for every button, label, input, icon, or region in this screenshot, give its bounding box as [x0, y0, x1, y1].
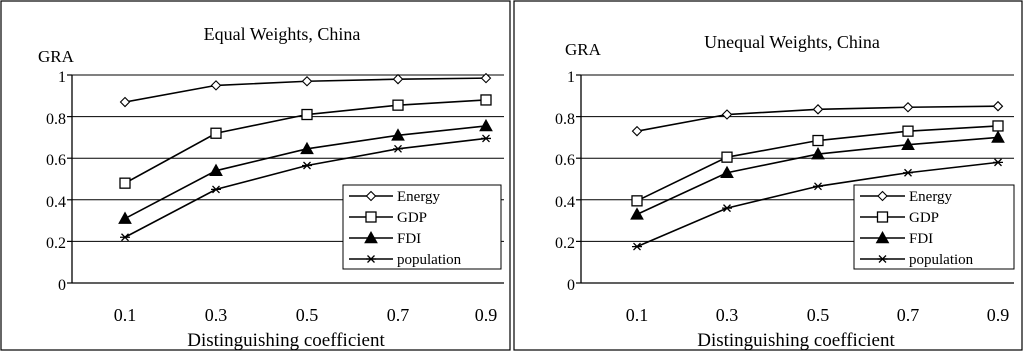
- y-tick-label: 0: [567, 277, 575, 294]
- data-point-population: [813, 182, 823, 191]
- data-point-fdi: [391, 128, 405, 141]
- x-tick-label: 0.9: [475, 305, 498, 325]
- y-tick-label: 0: [58, 277, 66, 294]
- legend-label: FDI: [397, 231, 421, 247]
- chart-panel-frame: [513, 0, 1023, 351]
- data-point-gdp: [992, 120, 1004, 132]
- data-point-population: [481, 134, 491, 143]
- y-tick-label: 0.8: [555, 111, 575, 128]
- data-point-population: [632, 242, 642, 251]
- legend-swatch-marker: [365, 211, 377, 223]
- y-axis-label: GRA: [565, 40, 602, 59]
- y-tick-label: 0.2: [555, 235, 575, 252]
- y-axis-label: GRA: [38, 47, 75, 66]
- data-point-energy: [392, 73, 404, 85]
- data-point-fdi: [901, 137, 915, 150]
- data-point-fdi: [209, 163, 223, 176]
- chart-title: Unequal Weights, China: [704, 32, 880, 52]
- data-point-energy: [721, 109, 733, 120]
- y-axis-tick-labels: 0 0.2 0.4 0.6 0.8 1: [555, 69, 575, 294]
- legend-swatch-marker: [877, 255, 888, 263]
- legend-label: GDP: [909, 210, 939, 226]
- y-tick-label: 0.4: [46, 194, 66, 211]
- data-point-gdp: [812, 134, 824, 147]
- x-tick-label: 0.1: [626, 305, 649, 325]
- data-point-fdi: [479, 118, 493, 132]
- data-point-gdp: [631, 195, 643, 207]
- data-point-fdi: [300, 141, 314, 155]
- legend: Energy GDP FDI population: [342, 184, 502, 270]
- chart-title: Equal Weights, China: [204, 24, 361, 44]
- x-tick-label: 0.3: [205, 305, 228, 325]
- data-point-gdp: [902, 125, 914, 137]
- data-point-fdi: [991, 130, 1005, 143]
- legend: Energy GDP FDI population: [853, 184, 1015, 270]
- x-tick-label: 0.7: [387, 305, 410, 325]
- data-point-energy: [480, 72, 492, 84]
- chart-equal-weights: Equal Weights, China GRA Distinguishing …: [38, 24, 504, 351]
- data-point-gdp: [480, 94, 492, 106]
- x-tick-label: 0.5: [296, 305, 319, 325]
- y-tick-label: 0.8: [46, 111, 66, 128]
- x-tick-label: 0.7: [897, 305, 920, 325]
- data-point-gdp: [301, 108, 313, 121]
- x-tick-label: 0.9: [987, 305, 1010, 325]
- data-point-fdi: [118, 211, 132, 224]
- data-point-fdi: [630, 207, 644, 220]
- data-point-energy: [301, 75, 313, 87]
- data-point-population: [903, 168, 913, 177]
- y-tick-label: 0.2: [46, 235, 66, 252]
- legend-swatch-marker: [875, 230, 890, 244]
- data-point-energy: [812, 104, 824, 115]
- x-tick-label: 0.3: [716, 305, 739, 325]
- x-axis-label: Distinguishing coefficient: [187, 330, 385, 351]
- legend-label: population: [909, 252, 974, 268]
- legend-swatch-marker: [877, 190, 888, 202]
- data-point-energy: [902, 101, 914, 113]
- legend-swatch-marker: [364, 230, 378, 244]
- data-point-population: [302, 161, 312, 170]
- data-point-population: [211, 185, 221, 194]
- legend-label: FDI: [909, 231, 933, 247]
- legend-swatch-marker: [366, 255, 376, 263]
- y-tick-label: 0.6: [555, 152, 575, 169]
- data-point-gdp: [210, 127, 222, 139]
- x-axis-tick-labels: 0.1 0.3 0.5 0.7 0.9: [114, 305, 498, 325]
- y-tick-label: 1: [58, 69, 66, 86]
- y-axis-tick-labels: 0 0.2 0.4 0.6 0.8 1: [46, 69, 66, 294]
- data-point-gdp: [392, 99, 404, 111]
- data-point-energy: [210, 80, 222, 91]
- legend-label: GDP: [397, 210, 427, 226]
- data-point-energy: [992, 100, 1004, 112]
- chart-panel-frame: [0, 0, 511, 351]
- data-point-population: [993, 158, 1003, 167]
- legend-label: population: [397, 252, 462, 268]
- x-tick-label: 0.5: [807, 305, 830, 325]
- y-tick-label: 0.4: [555, 194, 575, 211]
- data-point-gdp: [721, 151, 733, 163]
- data-point-fdi: [720, 165, 734, 179]
- y-tick-label: 0.6: [46, 152, 66, 169]
- y-tick-label: 1: [567, 69, 575, 86]
- x-tick-label: 0.1: [114, 305, 137, 325]
- legend-swatch-marker: [365, 190, 377, 202]
- chart-unequal-weights: Unequal Weights, China GRA Distinguishin…: [555, 32, 1015, 351]
- legend-label: Energy: [909, 189, 953, 205]
- data-point-population: [722, 204, 732, 213]
- data-point-fdi: [811, 147, 825, 160]
- data-point-energy: [119, 96, 131, 108]
- plot-area: [67, 72, 504, 284]
- x-axis-tick-labels: 0.1 0.3 0.5 0.7 0.9: [626, 305, 1010, 325]
- legend-swatch-marker: [876, 211, 889, 223]
- data-point-population: [120, 233, 130, 242]
- data-point-gdp: [119, 177, 131, 189]
- data-point-energy: [631, 125, 643, 137]
- x-axis-label: Distinguishing coefficient: [697, 330, 895, 351]
- data-point-population: [393, 144, 403, 153]
- legend-label: Energy: [397, 189, 441, 205]
